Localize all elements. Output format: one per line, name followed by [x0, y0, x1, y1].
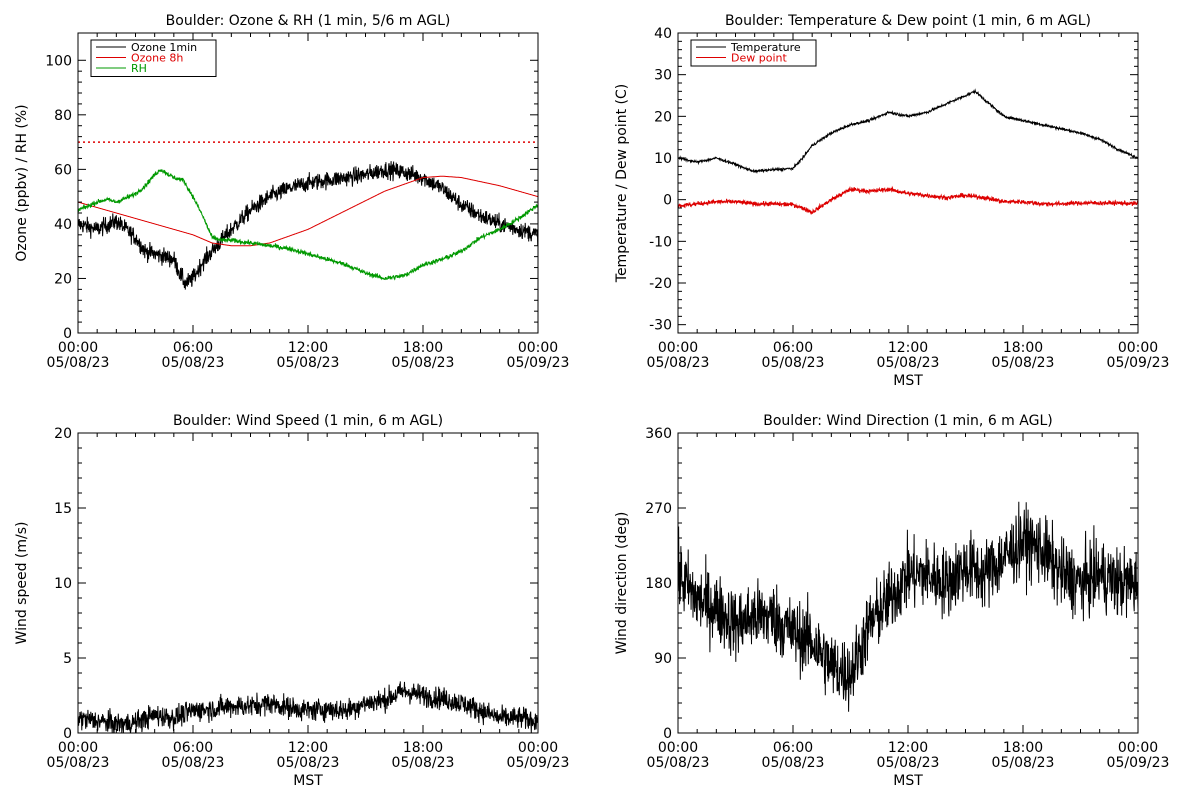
- chart-title: Boulder: Wind Direction (1 min, 6 m AGL): [763, 413, 1052, 429]
- series-line-1: [678, 501, 1138, 712]
- x-tick-date-label: 05/08/23: [647, 755, 710, 771]
- chart-title: Boulder: Ozone & RH (1 min, 5/6 m AGL): [166, 13, 451, 29]
- x-tick-date-label: 05/09/23: [507, 755, 570, 771]
- x-tick-label: 06:00: [173, 740, 213, 756]
- y-tick-label: 10: [654, 151, 672, 167]
- y-axis-label: Wind speed (m/s): [14, 522, 30, 645]
- x-axis-label: MST: [293, 773, 323, 789]
- chart-panel-4: Boulder: Wind Direction (1 min, 6 m AGL)…: [614, 413, 1169, 789]
- x-tick-date-label: 05/08/23: [992, 355, 1055, 371]
- legend-entry: Ozone 8h: [131, 52, 183, 65]
- x-tick-label: 12:00: [888, 740, 928, 756]
- x-tick-date-label: 05/08/23: [47, 755, 110, 771]
- y-tick-label: 0: [63, 326, 72, 342]
- x-tick-date-label: 05/08/23: [877, 355, 940, 371]
- x-tick-label: 12:00: [888, 340, 928, 356]
- chart-title: Boulder: Wind Speed (1 min, 6 m AGL): [173, 413, 443, 429]
- series-line-1: [78, 681, 538, 733]
- y-tick-label: 0: [663, 193, 672, 209]
- chart-title: Boulder: Temperature & Dew point (1 min,…: [725, 13, 1091, 29]
- y-tick-label: 100: [45, 53, 72, 69]
- y-tick-label: 10: [54, 576, 72, 592]
- y-tick-label: 20: [654, 109, 672, 125]
- chart-panel-3: Boulder: Wind Speed (1 min, 6 m AGL) 0 5 10…: [14, 413, 569, 789]
- x-tick-label: 00:00: [58, 740, 98, 756]
- y-tick-label: 360: [645, 426, 672, 442]
- y-tick-label: 60: [54, 162, 72, 178]
- x-tick-date-label: 05/08/23: [277, 355, 340, 371]
- y-tick-label: 40: [54, 217, 72, 233]
- x-tick-label: 06:00: [773, 740, 813, 756]
- x-tick-label: 18:00: [403, 340, 443, 356]
- x-axis-label: MST: [893, 773, 923, 789]
- x-tick-label: 18:00: [1003, 740, 1043, 756]
- x-tick-date-label: 05/08/23: [392, 355, 455, 371]
- y-tick-label: 90: [654, 651, 672, 667]
- legend-box: [90, 39, 217, 77]
- series-line-3: [78, 169, 538, 281]
- x-tick-date-label: 05/08/23: [392, 755, 455, 771]
- x-tick-date-label: 05/08/23: [647, 355, 710, 371]
- plot-frame: [77, 432, 539, 734]
- x-tick-label: 12:00: [288, 740, 328, 756]
- x-tick-label: 00:00: [658, 740, 698, 756]
- x-tick-date-label: 05/09/23: [1107, 755, 1170, 771]
- x-tick-date-label: 05/08/23: [992, 755, 1055, 771]
- chart-panel-2: Boulder: Temperature & Dew point (1 min,…: [614, 13, 1169, 389]
- y-axis-label: Ozone (ppbv) / RH (%): [14, 104, 30, 261]
- y-tick-label: 20: [54, 271, 72, 287]
- x-tick-label: 12:00: [288, 340, 328, 356]
- x-tick-label: 06:00: [773, 340, 813, 356]
- y-tick-label: 80: [54, 108, 72, 124]
- y-tick-label: -30: [649, 318, 672, 334]
- x-tick-label: 18:00: [403, 740, 443, 756]
- y-tick-label: 270: [645, 501, 672, 517]
- legend-entry: Temperature: [730, 41, 801, 54]
- y-tick-label: 5: [63, 651, 72, 667]
- y-axis-label: Wind direction (deg): [614, 512, 630, 655]
- x-tick-label: 00:00: [658, 340, 698, 356]
- x-tick-date-label: 05/08/23: [762, 755, 825, 771]
- x-tick-date-label: 05/08/23: [762, 355, 825, 371]
- x-tick-date-label: 05/08/23: [47, 355, 110, 371]
- x-axis-label: MST: [893, 373, 923, 389]
- series-line-2: [678, 185, 1138, 216]
- x-tick-label: 00:00: [58, 340, 98, 356]
- y-tick-label: -20: [649, 276, 672, 292]
- x-tick-label: 18:00: [1003, 340, 1043, 356]
- legend-entry: Dew point: [731, 52, 787, 65]
- x-tick-date-label: 05/08/23: [877, 755, 940, 771]
- y-tick-label: 15: [54, 501, 72, 517]
- x-tick-date-label: 05/08/23: [162, 755, 225, 771]
- y-tick-label: 0: [663, 726, 672, 742]
- x-tick-label: 00:00: [518, 740, 558, 756]
- x-tick-label: 00:00: [1118, 340, 1158, 356]
- y-axis-label: Temperature / Dew point (C): [614, 84, 630, 283]
- y-tick-label: -10: [649, 234, 672, 250]
- x-tick-date-label: 05/09/23: [1107, 355, 1170, 371]
- x-tick-label: 00:00: [1118, 740, 1158, 756]
- x-tick-date-label: 05/08/23: [277, 755, 340, 771]
- y-tick-label: 20: [54, 426, 72, 442]
- plot-frame: [677, 32, 1139, 334]
- chart-panel-1: Boulder: Ozone & RH (1 min, 5/6 m AGL) 0 2…: [14, 13, 569, 371]
- y-tick-label: 180: [645, 576, 672, 592]
- legend-box: [690, 39, 817, 67]
- series-line-1: [678, 88, 1138, 174]
- y-tick-label: 0: [63, 726, 72, 742]
- x-tick-date-label: 05/09/23: [507, 355, 570, 371]
- x-tick-label: 00:00: [518, 340, 558, 356]
- legend-entry: Ozone 1min: [131, 41, 197, 54]
- x-tick-label: 06:00: [173, 340, 213, 356]
- legend-entry: RH: [131, 62, 147, 75]
- x-tick-date-label: 05/08/23: [162, 355, 225, 371]
- series-line-2: [78, 175, 538, 247]
- y-tick-label: 30: [654, 68, 672, 84]
- y-tick-label: 40: [654, 26, 672, 42]
- series-line-1: [78, 161, 538, 290]
